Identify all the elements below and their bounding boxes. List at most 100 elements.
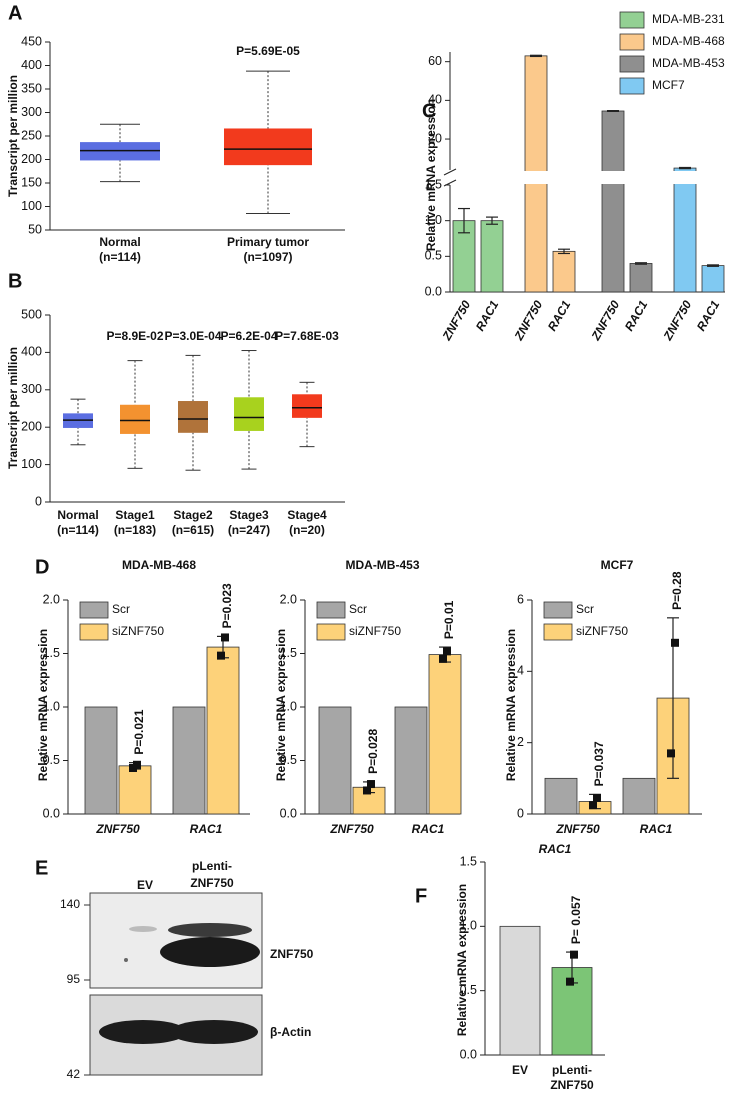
x-tick-label: ZNF750 — [588, 298, 622, 344]
y-tick-label: 300 — [21, 382, 42, 396]
axis-break — [442, 171, 725, 184]
p-value: P=3.0E-04 — [164, 329, 221, 343]
y-axis-label: Relative mRNA expression — [36, 629, 50, 781]
x-tick-label: RAC1 — [412, 822, 445, 836]
data-point — [589, 801, 597, 810]
legend-label: Scr — [576, 602, 594, 616]
p-value: P=8.9E-02 — [106, 329, 163, 343]
y-tick-label: 450 — [21, 34, 42, 48]
data-point — [133, 760, 141, 769]
y-tick-label: 1.0 — [460, 919, 477, 933]
y-tick-label: 400 — [21, 345, 42, 359]
blot-speck — [124, 958, 128, 962]
p-value: P=0.01 — [442, 600, 456, 639]
y-tick-label: 200 — [21, 419, 42, 433]
x-tick-label: (n=114) — [57, 523, 99, 537]
x-tick-label: Stage1 — [115, 508, 155, 522]
marker-label: 42 — [67, 1067, 81, 1081]
y-axis-label: Relative mRNA expression — [455, 884, 469, 1036]
y-tick-label: 0.5 — [280, 753, 297, 767]
bar — [552, 250, 576, 293]
y-tick-label: 1.5 — [460, 854, 477, 868]
axis-break-mark — [443, 179, 457, 187]
box — [224, 128, 312, 166]
bar — [622, 777, 656, 815]
data-point — [439, 654, 447, 663]
y-tick-label: 1.5 — [425, 177, 442, 191]
x-tick-label: RAC1 — [640, 822, 673, 836]
blot-band — [168, 923, 252, 937]
legend-label: Scr — [112, 602, 130, 616]
legend-swatch — [619, 55, 645, 73]
box — [292, 394, 322, 418]
y-tick-label: 1.0 — [43, 699, 60, 713]
p-value: P=0.021 — [132, 709, 146, 754]
legend-swatch — [543, 623, 573, 641]
data-point — [671, 638, 679, 647]
box — [120, 404, 150, 434]
y-tick-label: 0.0 — [460, 1047, 477, 1061]
y-tick-label: 300 — [21, 105, 42, 119]
bar — [318, 706, 352, 815]
bar — [499, 925, 541, 1056]
p-value: P=0.023 — [220, 583, 234, 628]
bar — [601, 110, 625, 293]
legend-swatch — [619, 33, 645, 51]
x-tick-label: (n=1097) — [243, 250, 292, 264]
x-tick-label: EV — [512, 1063, 528, 1077]
x-tick-label: RAC1 — [545, 298, 574, 334]
x-tick-label: pLenti- — [552, 1063, 592, 1077]
p-value: P=6.2E-04 — [220, 329, 277, 343]
x-tick-label: ZNF750 — [550, 1078, 594, 1092]
axis-break-mark — [443, 168, 457, 176]
x-tick-label: (n=114) — [99, 250, 141, 264]
y-tick-label: 2 — [517, 735, 524, 749]
box — [234, 397, 264, 431]
data-point — [363, 786, 371, 795]
legend-swatch — [619, 77, 645, 95]
y-tick-label: 20 — [428, 131, 442, 145]
x-tick-label: (n=183) — [114, 523, 156, 537]
x-tick-label: ZNF750 — [439, 298, 473, 344]
y-tick-label: 0.0 — [425, 284, 442, 298]
legend-swatch — [619, 11, 645, 29]
data-point — [221, 633, 229, 642]
y-tick-label: 400 — [21, 58, 42, 72]
marker-label: 95 — [67, 972, 81, 986]
data-point — [593, 793, 601, 802]
legend-swatch — [79, 601, 109, 619]
y-axis-label: Relative mRNA expression — [504, 629, 518, 781]
x-tick-label: RAC1 — [622, 298, 651, 334]
legend-swatch — [316, 601, 346, 619]
bar — [84, 706, 118, 815]
x-tick-label: ZNF750 — [511, 298, 545, 344]
y-tick-label: 2.0 — [280, 592, 297, 606]
p-value: P=7.68E-03 — [275, 329, 339, 343]
x-tick-label: ZNF750 — [660, 298, 694, 344]
blot-band — [160, 937, 260, 967]
blot-band — [170, 1020, 258, 1044]
y-tick-label: 4 — [517, 664, 524, 678]
data-point — [367, 780, 375, 789]
x-tick-label: RAC1 — [190, 822, 223, 836]
y-tick-label: 6 — [517, 592, 524, 606]
data-point — [566, 977, 574, 986]
lane-label: ZNF750 — [190, 876, 234, 890]
x-tick-label: Normal — [57, 508, 98, 522]
legend-label: MDA-MB-453 — [652, 56, 725, 70]
x-tick-label: (n=20) — [289, 523, 325, 537]
blot: E EV pLenti- ZNF750 140 95 42 ZNF750 β-A… — [35, 857, 314, 1081]
y-tick-label: 1.0 — [280, 699, 297, 713]
p-value: P=0.037 — [592, 741, 606, 786]
x-tick-label: ZNF750 — [329, 822, 374, 836]
legend-label: MDA-MB-231 — [652, 12, 725, 26]
y-tick-label: 2.0 — [43, 592, 60, 606]
legend-label: MDA-MB-468 — [652, 34, 725, 48]
y-tick-label: 50 — [28, 222, 42, 236]
bar — [673, 167, 697, 293]
panel-letter: C — [422, 100, 436, 122]
lane-label: pLenti- — [192, 859, 232, 873]
bar — [701, 265, 725, 293]
y-tick-label: 0.0 — [280, 806, 297, 820]
